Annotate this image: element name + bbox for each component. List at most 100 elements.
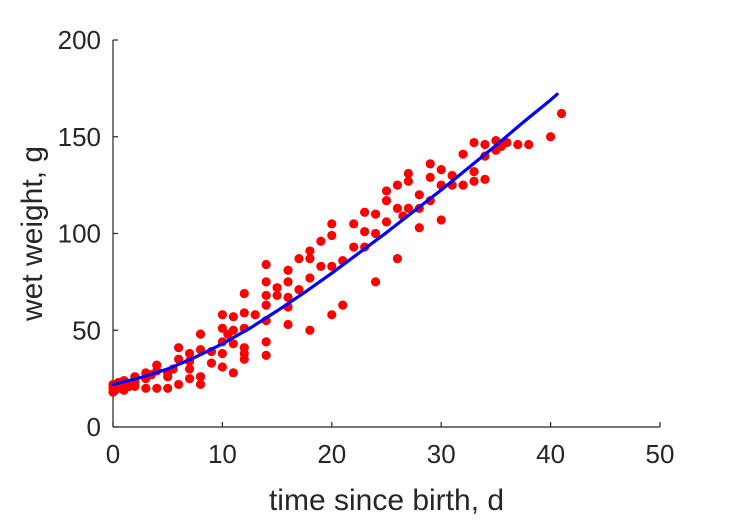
data-point — [283, 292, 293, 302]
x-tick-label: 30 — [427, 439, 456, 469]
data-point — [250, 310, 260, 320]
data-point — [184, 374, 195, 384]
y-tick-label: 50 — [72, 315, 101, 345]
data-point — [316, 236, 326, 246]
x-tick-label: 10 — [208, 439, 237, 469]
axes: 0 10 20 30 40 50 0 50 100 150 200 — [58, 25, 675, 469]
data-point — [360, 207, 370, 217]
data-point — [403, 203, 413, 213]
data-point — [217, 323, 227, 333]
x-tick-label: 20 — [317, 439, 346, 469]
data-point — [206, 358, 217, 368]
data-point — [338, 300, 348, 310]
fit-line — [111, 92, 559, 387]
data-point — [381, 217, 392, 227]
data-point — [480, 174, 490, 184]
data-point — [174, 379, 184, 390]
data-point — [360, 226, 370, 237]
data-point — [436, 215, 446, 225]
data-point — [458, 180, 468, 190]
data-point — [403, 176, 413, 186]
data-point — [184, 348, 195, 359]
data-point — [294, 254, 304, 264]
data-point — [403, 168, 413, 179]
data-point — [272, 283, 282, 293]
data-point — [469, 176, 479, 186]
data-point — [370, 209, 381, 219]
data-point — [370, 277, 381, 287]
x-axis-label: time since birth, d — [269, 484, 504, 517]
data-point — [502, 137, 512, 148]
data-point — [436, 165, 446, 175]
data-point — [349, 219, 359, 229]
data-point — [425, 172, 435, 182]
data-point — [327, 310, 337, 320]
y-tick-label: 0 — [87, 412, 101, 442]
data-point — [316, 261, 326, 271]
data-point — [381, 196, 392, 206]
data-point — [261, 300, 271, 310]
data-point — [370, 228, 381, 239]
data-point — [392, 254, 403, 264]
plot-area — [108, 92, 567, 397]
data-point — [546, 132, 556, 142]
data-point — [294, 285, 304, 295]
data-point — [425, 159, 435, 169]
data-point — [272, 290, 282, 301]
data-point — [414, 223, 424, 233]
data-point — [480, 139, 490, 150]
data-point — [141, 383, 151, 393]
data-point — [392, 180, 403, 190]
data-point — [305, 254, 315, 264]
y-tick-label: 200 — [58, 25, 101, 55]
data-point — [217, 310, 227, 320]
data-point — [239, 288, 249, 299]
data-point — [195, 372, 206, 382]
data-point — [174, 343, 184, 353]
data-point — [469, 166, 479, 177]
y-ticks: 0 50 100 150 200 — [58, 25, 118, 442]
data-point — [239, 308, 249, 318]
data-point — [152, 360, 162, 370]
data-point — [261, 337, 271, 347]
data-point — [305, 273, 315, 283]
y-axis-label: wet weight, g — [16, 146, 49, 322]
data-point — [327, 230, 337, 241]
data-point — [217, 362, 227, 372]
data-point — [349, 242, 359, 252]
data-point — [152, 383, 162, 393]
data-point — [556, 108, 567, 119]
data-point — [327, 219, 337, 229]
data-point — [513, 139, 523, 150]
data-point — [283, 319, 293, 330]
data-point — [305, 325, 315, 335]
data-point — [458, 149, 468, 159]
y-tick-label: 100 — [58, 219, 101, 249]
data-point — [261, 290, 271, 301]
data-point — [228, 325, 238, 335]
data-point — [392, 203, 403, 213]
data-point — [163, 383, 173, 393]
y-tick-label: 150 — [58, 122, 101, 152]
x-tick-label: 50 — [646, 439, 675, 469]
data-point — [283, 265, 293, 275]
data-point — [469, 137, 479, 148]
data-point — [228, 339, 238, 349]
data-point — [305, 246, 315, 256]
x-tick-label: 0 — [106, 439, 120, 469]
data-point — [239, 343, 249, 353]
data-point — [327, 261, 337, 271]
data-point — [261, 277, 271, 287]
data-point — [174, 354, 184, 364]
data-point — [195, 379, 206, 390]
data-point — [184, 364, 195, 374]
data-point — [228, 368, 238, 378]
data-point — [261, 350, 271, 361]
data-point — [228, 312, 238, 322]
x-tick-label: 40 — [536, 439, 565, 469]
data-point — [381, 186, 392, 196]
data-point — [524, 139, 534, 150]
x-ticks: 0 10 20 30 40 50 — [106, 422, 675, 469]
data-point — [195, 329, 206, 339]
